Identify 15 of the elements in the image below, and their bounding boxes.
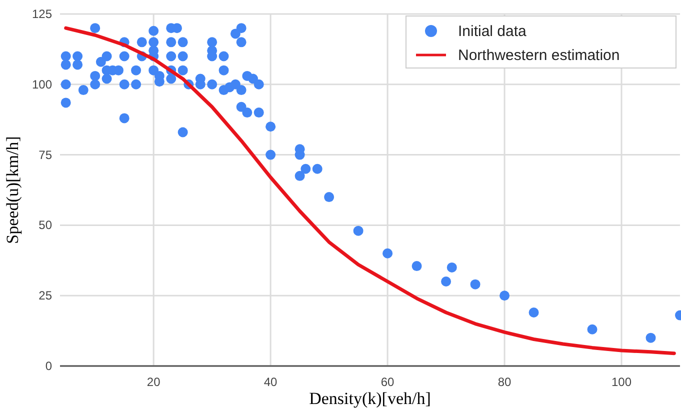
y-tick-label: 50 (38, 218, 52, 232)
x-tick-label: 20 (146, 375, 161, 389)
x-tick-label: 100 (611, 375, 632, 389)
y-tick-label: 75 (38, 148, 52, 162)
y-axis-title: Speed(u)[km/h] (3, 136, 22, 244)
y-tick-label: 125 (32, 7, 52, 21)
legend-label: Initial data (458, 23, 528, 40)
y-tick-label: 100 (32, 77, 52, 92)
x-axis-title: Density(k)[veh/h] (309, 389, 431, 408)
y-tick-label: 25 (38, 288, 52, 303)
legend-label: Northwestern estimation (458, 47, 620, 64)
y-tick-label: 0 (45, 359, 52, 373)
x-tick-label: 60 (380, 375, 395, 389)
x-tick-label: 40 (264, 375, 278, 389)
x-tick-label: 80 (498, 375, 512, 389)
